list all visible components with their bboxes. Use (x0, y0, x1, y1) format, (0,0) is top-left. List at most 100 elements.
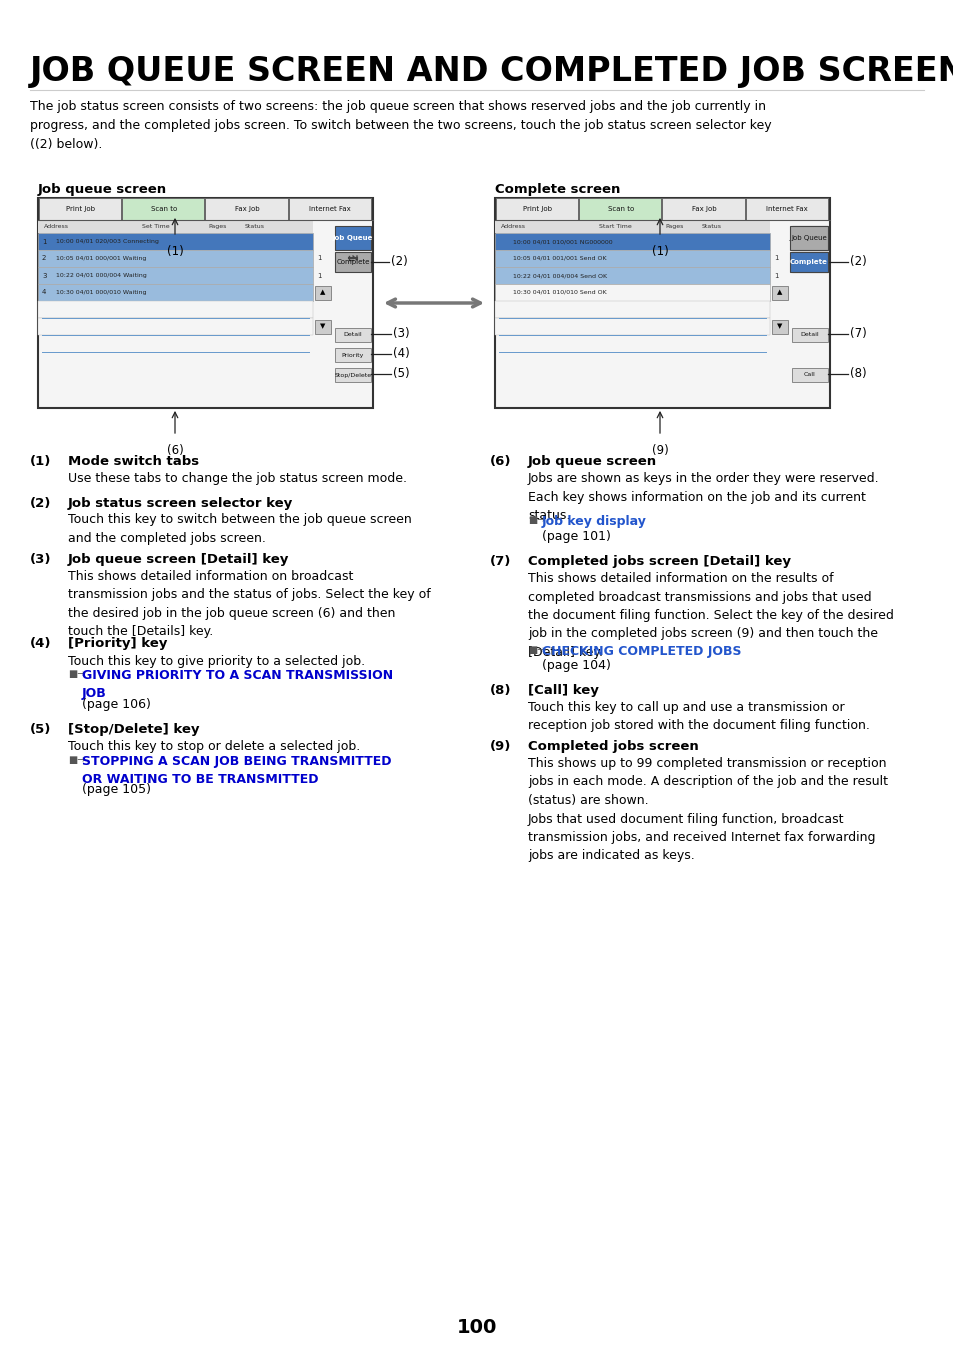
Text: ■→: ■→ (68, 754, 85, 765)
Text: (5): (5) (30, 723, 51, 736)
Text: 1: 1 (316, 273, 321, 278)
Text: (1): (1) (30, 455, 51, 467)
Text: STOPPING A SCAN JOB BEING TRANSMITTED
OR WAITING TO BE TRANSMITTED: STOPPING A SCAN JOB BEING TRANSMITTED OR… (82, 754, 391, 786)
Text: Complete screen: Complete screen (495, 182, 619, 196)
Text: Print Job: Print Job (522, 205, 552, 212)
Text: 10:22 04/01 000/004 Waiting: 10:22 04/01 000/004 Waiting (56, 273, 147, 278)
Text: 10:05 04/01 001/001 Send OK: 10:05 04/01 001/001 Send OK (513, 255, 606, 261)
Text: (1): (1) (651, 245, 668, 258)
Text: Touch this key to stop or delete a selected job.: Touch this key to stop or delete a selec… (68, 740, 360, 753)
Text: Pages: Pages (209, 224, 227, 230)
Text: ▲: ▲ (320, 289, 325, 296)
Text: JOB QUEUE SCREEN AND COMPLETED JOB SCREEN: JOB QUEUE SCREEN AND COMPLETED JOB SCREE… (30, 55, 953, 88)
Text: Job Queue: Job Queue (789, 235, 829, 240)
Bar (314, 285, 331, 300)
Bar (496, 199, 578, 220)
Text: This shows detailed information on broadcast
transmission jobs and the status of: This shows detailed information on broad… (68, 570, 431, 638)
Bar (335, 328, 371, 342)
Text: 2: 2 (42, 255, 47, 262)
Text: Scan to: Scan to (607, 205, 634, 212)
Bar (495, 267, 769, 284)
Bar (791, 328, 827, 342)
Text: Job Queue: Job Queue (790, 235, 826, 240)
Bar (578, 199, 660, 220)
Text: (4): (4) (393, 347, 410, 361)
Text: (7): (7) (490, 555, 511, 567)
Text: (page 106): (page 106) (82, 698, 151, 711)
Text: [Priority] key: [Priority] key (68, 638, 167, 650)
Text: 10:30 04/01 010/010 Send OK: 10:30 04/01 010/010 Send OK (513, 290, 606, 295)
Text: Job key display: Job key display (541, 516, 646, 528)
Text: 100: 100 (456, 1319, 497, 1337)
Text: (2): (2) (391, 255, 407, 269)
Text: Start Time: Start Time (598, 224, 632, 230)
Bar (789, 226, 827, 250)
Text: 1: 1 (42, 239, 47, 245)
Text: Priority: Priority (341, 353, 364, 358)
Text: ■→: ■→ (68, 669, 85, 680)
Bar (789, 253, 827, 272)
Bar (335, 226, 371, 250)
Text: (1): (1) (167, 245, 183, 258)
Bar (38, 250, 313, 267)
Text: ■→: ■→ (527, 644, 545, 654)
Text: (5): (5) (393, 367, 409, 381)
Text: Job status screen selector key: Job status screen selector key (68, 497, 293, 509)
Text: (3): (3) (393, 327, 409, 340)
Text: This shows detailed information on the results of
completed broadcast transmissi: This shows detailed information on the r… (527, 571, 893, 659)
Text: [Call] key: [Call] key (527, 684, 598, 697)
Text: (8): (8) (490, 684, 511, 697)
Text: Use these tabs to change the job status screen mode.: Use these tabs to change the job status … (68, 471, 407, 485)
Bar (335, 349, 371, 362)
Bar (289, 199, 371, 220)
Bar (495, 220, 769, 232)
Text: 10:00 04/01 020/003 Connecting: 10:00 04/01 020/003 Connecting (56, 239, 159, 245)
Text: (page 101): (page 101) (541, 530, 610, 543)
Text: (2): (2) (30, 497, 51, 509)
Bar (495, 301, 769, 317)
Text: Touch this key to call up and use a transmission or
reception job stored with th: Touch this key to call up and use a tran… (527, 701, 869, 732)
Text: Set Time: Set Time (142, 224, 170, 230)
Text: 10:00 04/01 010/001 NG000000: 10:00 04/01 010/001 NG000000 (513, 239, 612, 245)
Text: [Stop/Delete] key: [Stop/Delete] key (68, 723, 199, 736)
Text: (9): (9) (651, 444, 668, 457)
Bar (791, 367, 827, 382)
Text: ▼: ▼ (777, 323, 781, 330)
Text: (page 105): (page 105) (82, 784, 151, 797)
Text: Scan to: Scan to (151, 205, 177, 212)
Text: (8): (8) (849, 367, 865, 381)
Bar (314, 319, 331, 334)
Text: Address: Address (500, 224, 525, 230)
Text: GIVING PRIORITY TO A SCAN TRANSMISSION
JOB: GIVING PRIORITY TO A SCAN TRANSMISSION J… (82, 669, 393, 701)
Text: Status: Status (244, 224, 264, 230)
Text: 10:30 04/01 000/010 Waiting: 10:30 04/01 000/010 Waiting (56, 290, 147, 295)
Text: 4: 4 (42, 289, 47, 296)
Bar (205, 199, 288, 220)
Bar (335, 253, 371, 272)
Text: Job Queue: Job Queue (333, 235, 373, 240)
Text: (3): (3) (30, 553, 51, 566)
Text: Address: Address (44, 224, 69, 230)
Bar (335, 367, 371, 382)
Text: (page 104): (page 104) (541, 659, 610, 671)
Bar (495, 284, 769, 301)
Text: Complete: Complete (793, 259, 826, 265)
Text: Completed jobs screen [Detail] key: Completed jobs screen [Detail] key (527, 555, 790, 567)
Bar (38, 199, 373, 408)
Text: Internet Fax: Internet Fax (309, 205, 351, 212)
Text: Fax Job: Fax Job (691, 205, 716, 212)
Bar (38, 267, 313, 284)
Text: (6): (6) (167, 444, 183, 457)
Bar (495, 317, 769, 335)
Text: Fax Job: Fax Job (234, 205, 259, 212)
Text: Complete: Complete (789, 259, 827, 265)
Text: ▲: ▲ (777, 289, 781, 296)
Bar (38, 220, 313, 232)
Text: 3: 3 (42, 273, 47, 278)
Text: 10:05 04/01 000/001 Waiting: 10:05 04/01 000/001 Waiting (56, 255, 146, 261)
Text: ▼: ▼ (320, 323, 325, 330)
Text: The job status screen consists of two screens: the job queue screen that shows r: The job status screen consists of two sc… (30, 100, 771, 151)
Bar (122, 199, 204, 220)
Text: 1: 1 (773, 255, 778, 262)
Bar (771, 319, 787, 334)
